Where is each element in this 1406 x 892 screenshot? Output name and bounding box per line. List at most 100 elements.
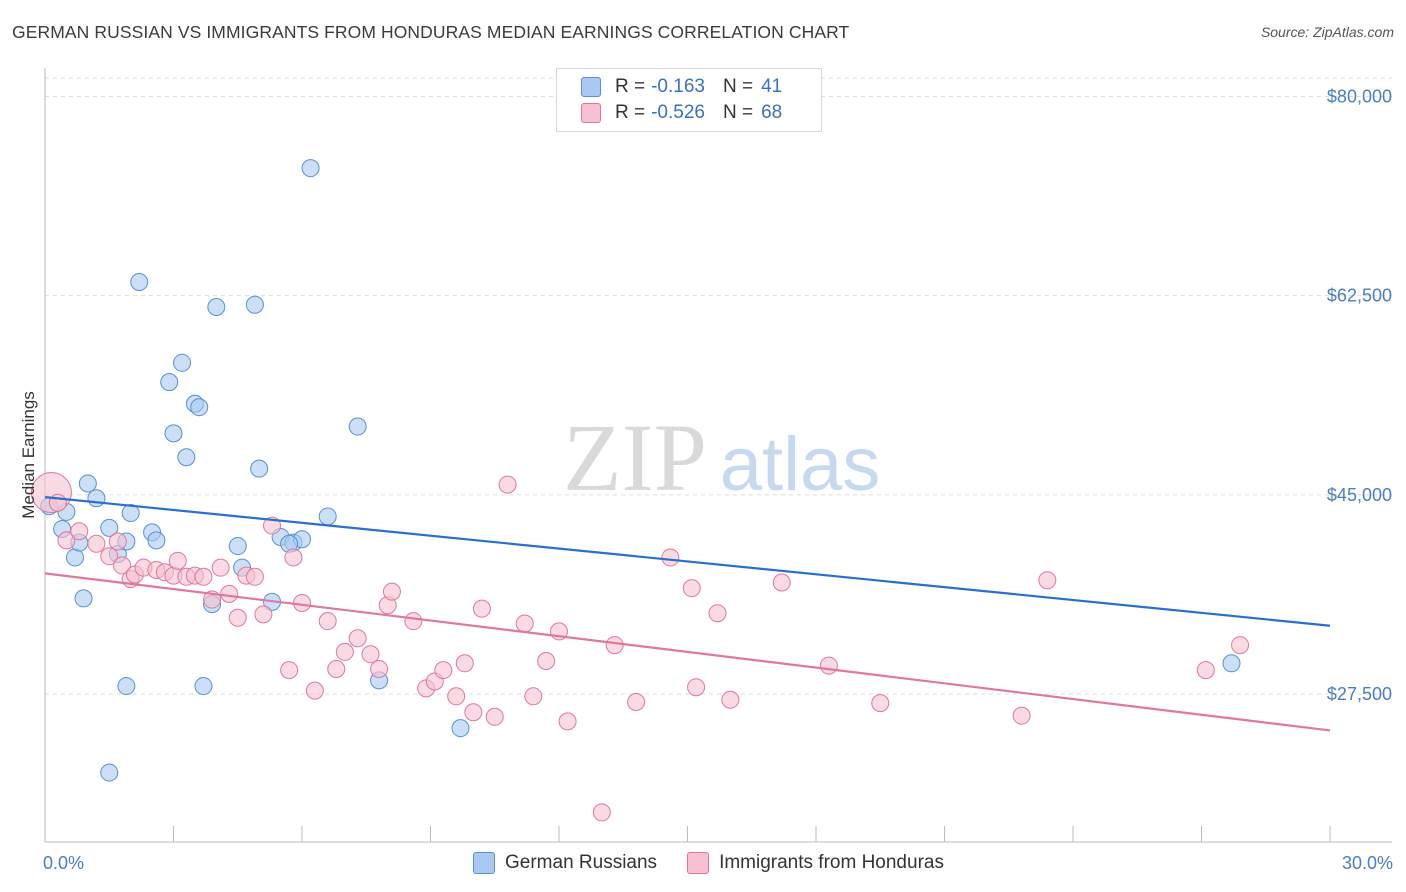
- data-point: [100, 547, 119, 566]
- data-point: [472, 599, 491, 618]
- data-point: [370, 659, 389, 678]
- data-point: [284, 548, 303, 567]
- source-label: Source: ZipAtlas.com: [1260, 24, 1394, 40]
- legend-r-value: -0.163: [651, 76, 705, 97]
- correlation-legend: R = -0.163 N = 41 R = -0.526 N = 68: [556, 68, 822, 132]
- watermark: ZIP atlas: [563, 404, 880, 511]
- data-point: [464, 703, 483, 722]
- data-point: [228, 608, 247, 627]
- series-legend-label: Immigrants from Honduras: [719, 852, 944, 873]
- legend-row-immigrants-from-honduras: R = -0.526 N = 68: [581, 101, 782, 125]
- data-point: [524, 687, 543, 706]
- data-point: [772, 573, 791, 592]
- data-point: [250, 459, 269, 478]
- legend-r-label: R =: [615, 76, 646, 97]
- legend-swatch-immigrants-from-honduras: [581, 103, 601, 123]
- data-point: [70, 522, 89, 541]
- data-point: [819, 656, 838, 675]
- data-point: [1038, 571, 1057, 590]
- data-point: [301, 159, 320, 178]
- x-tick-label: 30.0%: [1342, 853, 1393, 873]
- data-point: [515, 614, 534, 633]
- trend-line: [44, 496, 1331, 627]
- data-point: [100, 518, 119, 537]
- watermark-atlas: atlas: [720, 422, 881, 507]
- data-point: [592, 803, 611, 822]
- data-point: [605, 636, 624, 655]
- watermark-zip: ZIP: [563, 404, 707, 511]
- data-point: [661, 548, 680, 567]
- data-point: [117, 677, 136, 696]
- data-point: [207, 298, 226, 317]
- chart-title: GERMAN RUSSIAN VS IMMIGRANTS FROM HONDUR…: [12, 22, 850, 42]
- data-point: [130, 272, 149, 291]
- legend-r-label: R =: [615, 102, 646, 123]
- trend-line: [44, 572, 1331, 732]
- data-point: [485, 707, 504, 726]
- data-point: [177, 448, 196, 467]
- data-point: [147, 531, 166, 550]
- data-point: [245, 567, 264, 586]
- axis-labels: $80,000 $62,500 $45,000 $27,500 0.0% 30.0% Med…: [19, 86, 1393, 873]
- data-point: [305, 681, 324, 700]
- data-point: [65, 548, 84, 567]
- data-point: [78, 474, 97, 493]
- data-point: [627, 692, 646, 711]
- data-point: [211, 558, 230, 577]
- data-point: [1222, 654, 1241, 673]
- data-point: [1012, 706, 1031, 725]
- y-tick-label: $45,000: [1327, 485, 1392, 505]
- data-point: [74, 589, 93, 608]
- data-point: [164, 424, 183, 443]
- legend-swatch-german-russians: [581, 77, 601, 97]
- data-point: [721, 690, 740, 709]
- data-point: [87, 534, 106, 553]
- data-point: [190, 398, 209, 417]
- series-legend-item-german-russians[interactable]: German Russians: [473, 852, 657, 874]
- data-point: [335, 642, 354, 661]
- data-point: [220, 584, 239, 603]
- data-point: [194, 567, 213, 586]
- y-tick-label: $62,500: [1327, 286, 1392, 306]
- data-point: [447, 687, 466, 706]
- data-point: [687, 678, 706, 697]
- data-point: [348, 629, 367, 648]
- data-point: [160, 373, 179, 392]
- data-point: [361, 645, 380, 664]
- data-point: [348, 417, 367, 436]
- data-point: [708, 604, 727, 623]
- data-point: [455, 654, 474, 673]
- data-point: [194, 677, 213, 696]
- data-point: [108, 532, 127, 551]
- data-point: [382, 582, 401, 601]
- data-point: [871, 694, 890, 713]
- data-point: [498, 475, 517, 494]
- data-point: [1231, 636, 1250, 655]
- data-point: [228, 537, 247, 556]
- legend-n-label: N =: [722, 76, 754, 97]
- data-point: [87, 489, 106, 508]
- data-point: [245, 295, 264, 314]
- data-point: [451, 719, 470, 738]
- axes: [44, 68, 1392, 843]
- data-point: [318, 507, 337, 526]
- legend-r-value: -0.526: [651, 102, 705, 123]
- series-legend-swatch: [687, 852, 710, 874]
- data-point: [404, 612, 423, 631]
- y-tick-label: $27,500: [1327, 684, 1392, 704]
- data-point: [168, 551, 187, 570]
- data-point: [537, 652, 556, 671]
- data-point: [1196, 661, 1215, 680]
- series-legend-swatch: [473, 852, 495, 874]
- data-point: [173, 353, 192, 372]
- legend-n-label: N =: [722, 102, 754, 123]
- data-point: [558, 712, 577, 731]
- data-point: [434, 661, 453, 680]
- trend-lines: [44, 496, 1331, 732]
- data-point: [254, 605, 273, 624]
- legend-row-german-russians: R = -0.163 N = 41: [581, 75, 782, 99]
- series-legend-label: German Russians: [505, 852, 658, 873]
- data-point: [280, 661, 299, 680]
- series-legend-item-immigrants-from-honduras[interactable]: Immigrants from Honduras: [687, 852, 944, 874]
